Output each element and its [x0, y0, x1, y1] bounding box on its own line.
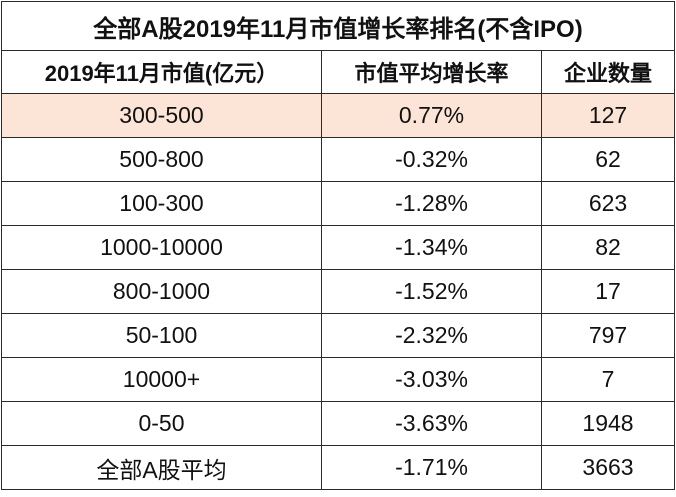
table-row: 100-300 -1.28% 623	[1, 181, 676, 226]
table-row: 1000-10000 -1.34% 82	[1, 225, 676, 270]
header-row: 2019年11月市值(亿元） 市值平均增长率 企业数量	[1, 50, 676, 94]
cell-avg-growth: -1.52%	[321, 269, 542, 314]
cell-market-cap-range: 0-50	[1, 401, 322, 446]
table-row: 10000+ -3.03% 7	[1, 357, 676, 402]
cell-market-cap-range: 50-100	[1, 313, 322, 358]
cell-company-count: 62	[540, 137, 676, 182]
cell-market-cap-range: 500-800	[1, 137, 322, 182]
table-row: 0-50 -3.63% 1948	[1, 401, 676, 446]
cell-company-count: 17	[540, 269, 676, 314]
table-row: 300-500 0.77% 127	[1, 93, 676, 138]
table-row-average: 全部A股平均 -1.71% 3663	[1, 445, 676, 490]
header-avg-growth: 市值平均增长率	[321, 50, 542, 94]
cell-market-cap-range: 10000+	[1, 357, 322, 402]
cell-company-count: 1948	[540, 401, 676, 446]
table-title-row: 全部A股2019年11月市值增长率排名(不含IPO)	[0, 1, 676, 51]
cell-avg-growth: -2.32%	[321, 313, 542, 358]
cell-avg-growth: 0.77%	[321, 93, 542, 138]
cell-company-count: 797	[540, 313, 676, 358]
table-row: 800-1000 -1.52% 17	[1, 269, 676, 314]
cell-market-cap-range: 100-300	[1, 181, 322, 226]
cell-market-cap-range: 300-500	[1, 93, 322, 138]
cell-company-count: 127	[540, 93, 676, 138]
cell-market-cap-range: 1000-10000	[1, 225, 322, 270]
cell-company-count: 623	[540, 181, 676, 226]
cell-company-count: 7	[540, 357, 676, 402]
cell-market-cap-range: 全部A股平均	[1, 445, 322, 490]
cell-avg-growth: -1.71%	[321, 445, 542, 490]
table-title: 全部A股2019年11月市值增长率排名(不含IPO)	[0, 1, 676, 51]
cell-avg-growth: -1.28%	[321, 181, 542, 226]
header-market-cap: 2019年11月市值(亿元）	[1, 50, 322, 94]
cell-avg-growth: -3.03%	[321, 357, 542, 402]
cell-company-count: 82	[540, 225, 676, 270]
cell-avg-growth: -0.32%	[321, 137, 542, 182]
cell-avg-growth: -1.34%	[321, 225, 542, 270]
table-row: 500-800 -0.32% 62	[1, 137, 676, 182]
table-row: 50-100 -2.32% 797	[1, 313, 676, 358]
cell-market-cap-range: 800-1000	[1, 269, 322, 314]
cell-avg-growth: -3.63%	[321, 401, 542, 446]
header-company-count: 企业数量	[540, 50, 676, 94]
cell-company-count: 3663	[540, 445, 676, 490]
